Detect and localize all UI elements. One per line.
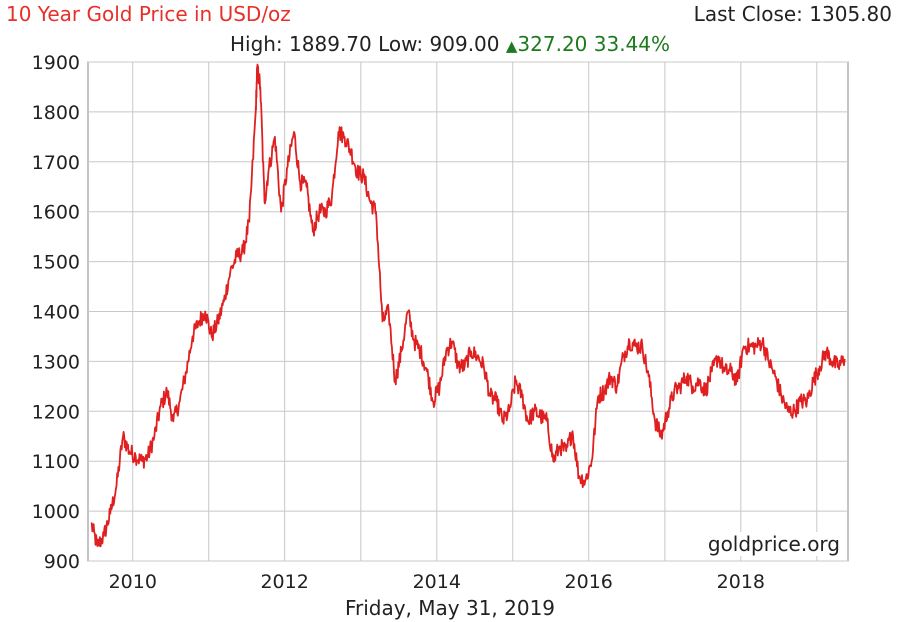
- price-stats: High: 1889.70 Low: 909.00 ▲327.20 33.44%: [0, 32, 900, 56]
- x-tick-label: 2010: [109, 571, 157, 593]
- up-triangle-icon: ▲: [505, 37, 518, 55]
- y-tick-label: 900: [44, 551, 80, 573]
- price-line: [90, 63, 846, 548]
- low-value: 909.00: [429, 32, 500, 56]
- y-tick-label: 1400: [32, 302, 80, 324]
- last-close-label: Last Close:: [693, 2, 803, 26]
- grid: [87, 61, 849, 562]
- last-close-value: 1305.80: [809, 2, 892, 26]
- change-value: 327.20: [517, 32, 588, 56]
- y-tick-label: 1200: [32, 401, 80, 423]
- y-tick-label: 1600: [32, 202, 80, 224]
- low-label: Low:: [378, 32, 424, 56]
- x-tick-label: 2014: [413, 571, 461, 593]
- x-tick-label: 2018: [717, 571, 765, 593]
- high-value: 1889.70: [289, 32, 372, 56]
- y-tick-label: 1500: [32, 252, 80, 274]
- axes: 900 1000 1100 1200 1300 1400 1500 1600 1700 1800 1…: [32, 52, 765, 593]
- y-tick-label: 1300: [32, 351, 80, 373]
- x-tick-label: 2016: [565, 571, 613, 593]
- y-tick-label: 1700: [32, 152, 80, 174]
- date-footer: Friday, May 31, 2019: [344, 596, 556, 620]
- high-label: High:: [229, 32, 283, 56]
- last-close: Last Close: 1305.80: [694, 2, 892, 26]
- source-label: goldprice.org: [705, 532, 842, 556]
- y-tick-label: 1000: [32, 501, 80, 523]
- change-percent: 33.44%: [593, 32, 671, 56]
- y-tick-label: 1800: [32, 102, 80, 124]
- series-layer: [90, 63, 846, 548]
- x-tick-label: 2012: [260, 571, 308, 593]
- y-tick-label: 1100: [32, 451, 80, 473]
- y-tick-label: 1900: [32, 52, 80, 74]
- chart-title: 10 Year Gold Price in USD/oz: [6, 2, 291, 26]
